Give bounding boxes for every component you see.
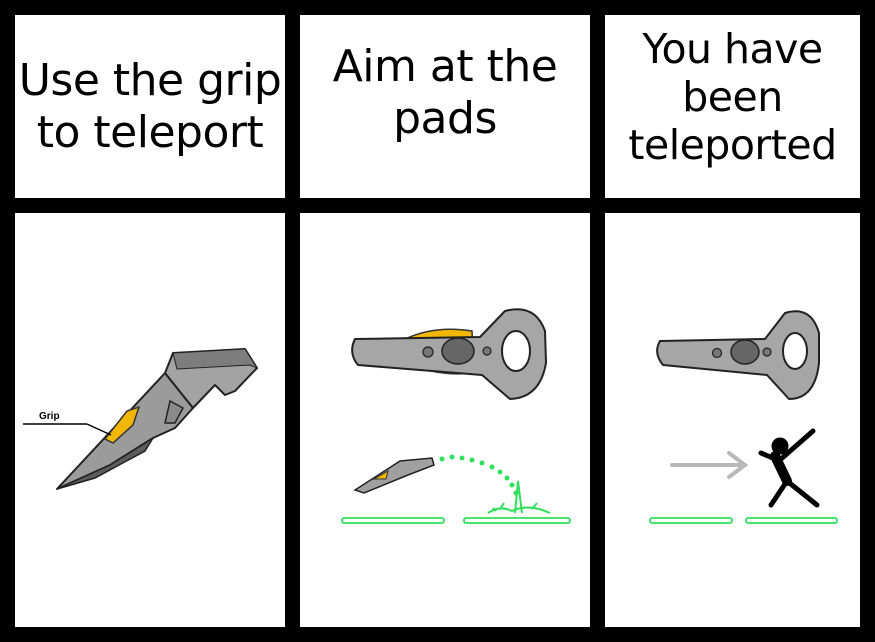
illustration-panel-2 (300, 213, 590, 627)
teleport-splash-icon (487, 480, 551, 514)
caption-panel-2: Aim at the pads (300, 15, 590, 198)
vr-controller-icon (656, 310, 820, 400)
teleport-pad-icon-target (745, 517, 838, 524)
caption-1-text: Use the grip to teleport (19, 55, 282, 159)
caption-2-line-2: pads (393, 92, 497, 144)
caption-3-text: You have been teleported (628, 24, 837, 169)
caption-panel-3: You have been teleported (605, 15, 860, 198)
aim-at-pads-illustration (341, 308, 571, 524)
teleport-pad-icon (649, 517, 733, 524)
small-controller-icon (353, 457, 435, 494)
caption-3-line-2: been (682, 72, 783, 121)
illustration-panel-1: Grip (15, 213, 285, 627)
illustration-panel-3 (605, 213, 860, 627)
caption-2-text: Aim at the pads (333, 41, 558, 145)
vr-controller-icon (56, 348, 259, 490)
arrow-icon (670, 451, 749, 479)
teleport-arc-icon (439, 454, 519, 496)
teleport-pad-icon-target (463, 517, 571, 524)
caption-1-line-2: to teleport (36, 106, 264, 158)
caption-2-line-1: Aim at the (332, 40, 558, 92)
grip-label: Grip (39, 411, 60, 422)
caption-3-line-1: You have (642, 24, 823, 73)
vr-controller-grip-illustration: Grip (23, 348, 259, 490)
caption-3-line-3: teleported (628, 120, 837, 169)
caption-1-line-1: Use the grip (18, 54, 282, 106)
vr-controller-icon (351, 308, 547, 400)
person-figure-icon (758, 428, 820, 508)
teleport-pad-icon (341, 517, 445, 524)
grip-highlight (103, 405, 141, 444)
teleported-illustration (649, 310, 838, 524)
caption-panel-1: Use the grip to teleport (15, 15, 285, 198)
